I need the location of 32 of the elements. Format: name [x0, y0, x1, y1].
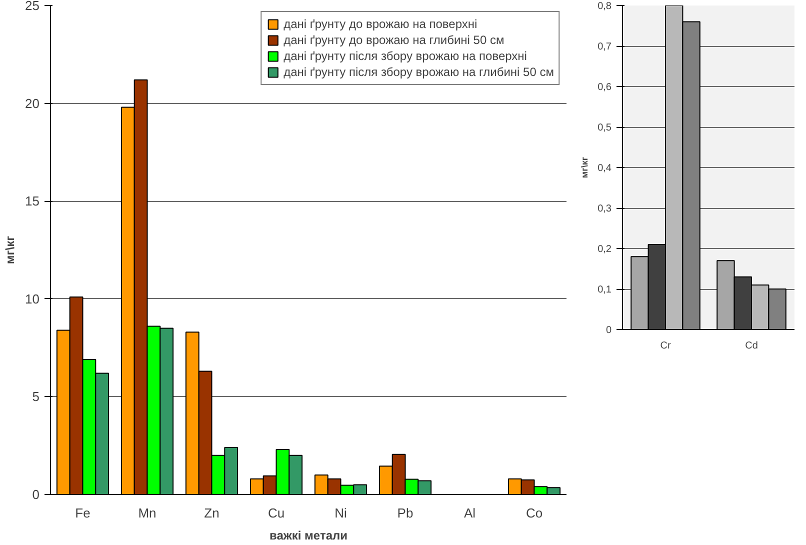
y-tick-label: 25: [25, 0, 40, 13]
y-tick-label: 0: [606, 325, 612, 336]
legend-label: дані ґрунту до врожаю на глибині 50 см: [284, 33, 504, 47]
y-tick-label: 15: [25, 194, 40, 209]
y-tick-label: 0: [32, 487, 40, 502]
x-axis-title: важкі метали: [269, 528, 348, 542]
x-tick-label: Zn: [204, 506, 220, 520]
x-tick-label: Cd: [745, 340, 758, 352]
x-tick-label: Ni: [334, 506, 347, 520]
y-tick-label: 0,4: [598, 163, 612, 174]
x-tick-label: Cu: [268, 506, 285, 520]
y-tick-label: 0,1: [598, 284, 612, 296]
legend-label: дані ґрунту до врожаю на поверхні: [284, 17, 478, 31]
x-tick-label: Pb: [397, 506, 414, 520]
y-tick-label: 0,3: [598, 204, 612, 214]
y-tick-label: 0,5: [598, 122, 612, 134]
y-tick-label: 20: [25, 96, 40, 111]
y-tick-label: 0,6: [598, 82, 612, 93]
x-tick-label: Co: [526, 506, 543, 520]
y-tick-label: 0,8: [598, 1, 612, 12]
legend-label: дані ґрунту після збору врожаю на поверхні: [284, 49, 527, 63]
y-tick-label: 0,7: [598, 42, 612, 52]
x-tick-label: Cr: [660, 340, 672, 352]
y-tick-label: 5: [32, 389, 40, 404]
x-tick-label: Fe: [75, 506, 90, 520]
y-tick-label: 10: [25, 291, 40, 306]
y-tick-label: 0,2: [598, 244, 612, 255]
y-axis-title: мг\кг: [580, 156, 590, 178]
legend-label: дані ґрунту після збору врожаю на глибині 50 см: [284, 65, 554, 79]
x-tick-label: Mn: [138, 506, 156, 520]
y-axis-title: мг\кг: [3, 236, 18, 264]
x-tick-label: Al: [464, 506, 476, 520]
